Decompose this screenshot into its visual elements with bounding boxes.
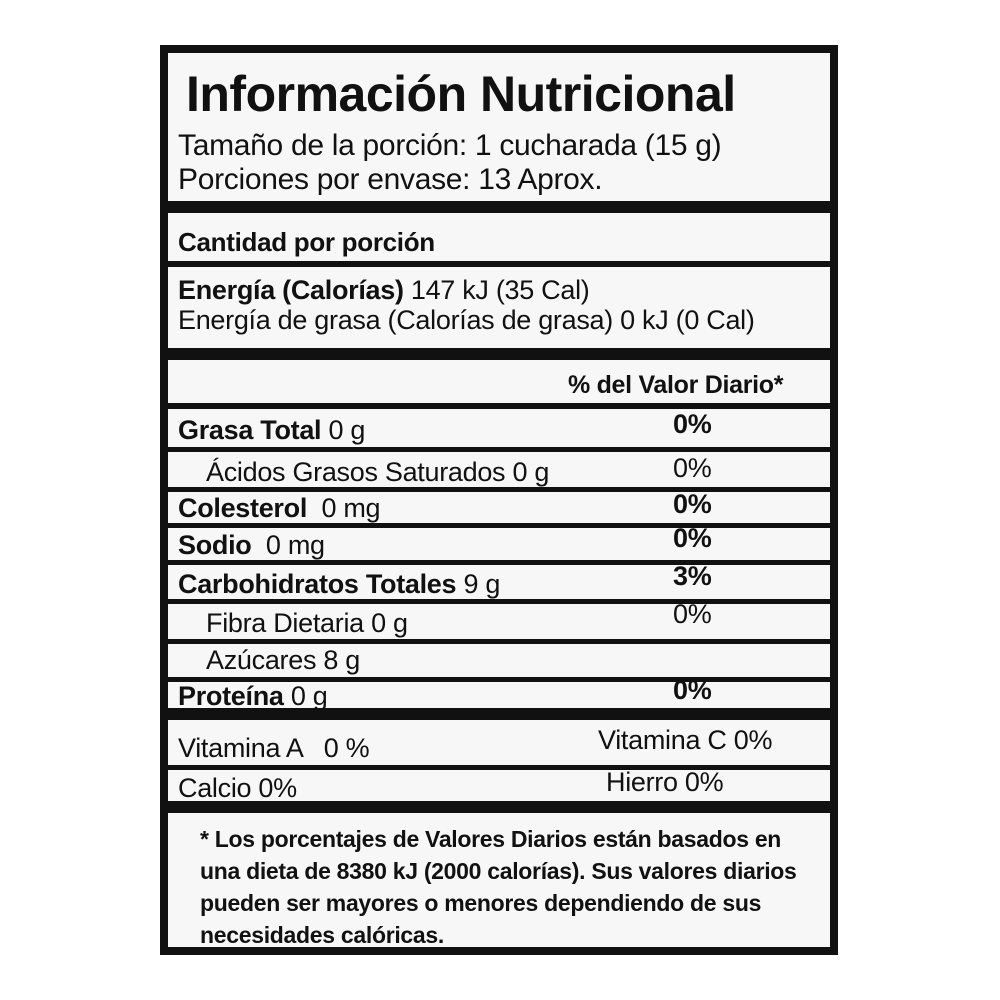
nutrient-row-sodium: Sodio 0 mg (178, 530, 325, 560)
energy-row: Energía (Calorías) 147 kJ (35 Cal) (178, 275, 590, 306)
divider (168, 708, 830, 720)
divider (168, 639, 830, 644)
divider (168, 201, 830, 213)
nutrition-facts-label: Información Nutricional Tamaño de la por… (160, 45, 838, 955)
energy-fat: Energía de grasa (Calorías de grasa) 0 k… (178, 305, 755, 335)
divider (168, 765, 830, 770)
calcium: Calcio 0% (178, 773, 297, 803)
dv-carbohydrates: 3% (673, 561, 712, 591)
divider (168, 523, 830, 528)
divider (168, 261, 830, 267)
divider (168, 447, 830, 452)
divider (168, 403, 830, 409)
dv-total-fat: 0% (673, 409, 712, 439)
divider (168, 599, 830, 604)
nutrient-row-total-fat: Grasa Total 0 g (178, 415, 366, 445)
nutrient-row-cholesterol: Colesterol 0 mg (178, 493, 381, 523)
nutrient-row-protein: Proteína 0 g (178, 681, 328, 711)
dv-saturated-fat: 0% (673, 453, 712, 483)
nutrient-row-saturated-fat: Ácidos Grasos Saturados 0 g (206, 457, 550, 487)
iron: Hierro 0% (606, 767, 724, 797)
energy-label: Energía (Calorías) (178, 275, 404, 305)
vitamin-a: Vitamina A 0 % (178, 733, 370, 763)
footnote: * Los porcentajes de Valores Diarios est… (200, 826, 797, 948)
divider (168, 560, 830, 565)
label-title: Información Nutricional (186, 66, 736, 122)
serving-size: Tamaño de la porción: 1 cucharada (15 g) (178, 129, 722, 162)
divider (168, 348, 830, 360)
energy-value: 147 kJ (35 Cal) (410, 275, 590, 305)
amount-per-serving: Cantidad por porción (178, 227, 435, 257)
dv-fiber: 0% (673, 599, 712, 629)
dv-cholesterol: 0% (673, 489, 712, 519)
daily-value-header: % del Valor Diario* (568, 371, 784, 399)
dv-sodium: 0% (673, 523, 712, 553)
divider (168, 677, 830, 682)
divider (168, 487, 830, 492)
nutrient-row-carbohydrates: Carbohidratos Totales 9 g (178, 569, 501, 599)
nutrient-row-sugars: Azúcares 8 g (206, 645, 360, 675)
dv-protein: 0% (673, 675, 712, 705)
vitamin-c: Vitamina C 0% (598, 725, 773, 755)
divider (168, 801, 830, 813)
servings-per-container: Porciones por envase: 13 Aprox. (178, 163, 603, 196)
nutrient-row-fiber: Fibra Dietaria 0 g (206, 608, 408, 638)
